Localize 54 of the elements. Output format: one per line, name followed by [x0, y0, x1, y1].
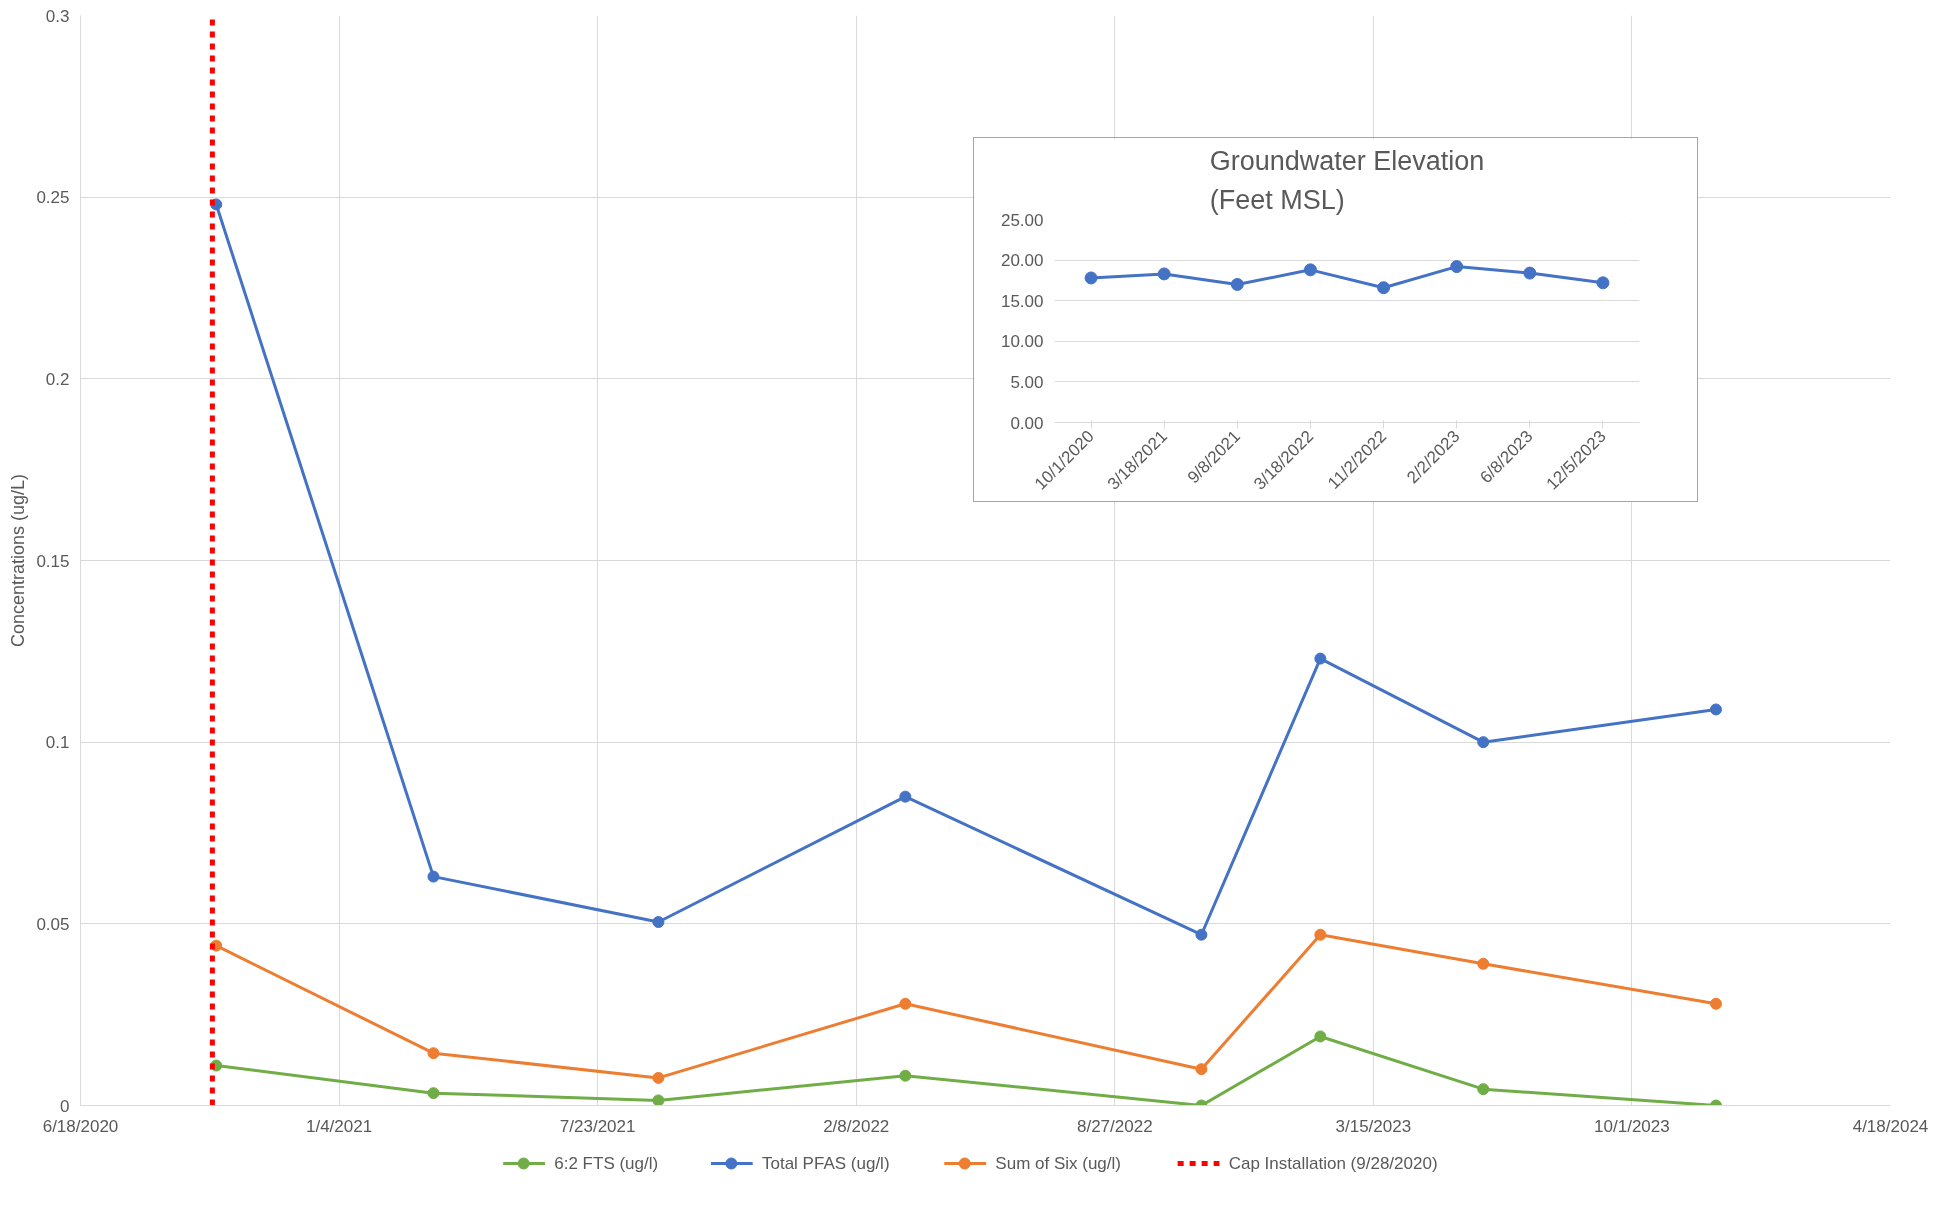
- point: [1157, 267, 1171, 281]
- point: [1314, 928, 1327, 941]
- y-tick-label: 0.15: [36, 551, 70, 571]
- point: [427, 1047, 440, 1060]
- point: [427, 1087, 440, 1100]
- point: [1477, 1083, 1490, 1096]
- x-tick-label: 2/8/2022: [823, 1116, 890, 1136]
- point: [1314, 1030, 1327, 1043]
- x-tick-label: 3/15/2023: [1335, 1116, 1412, 1136]
- y-tick-label: 0.3: [45, 6, 70, 26]
- legend-label: 6:2 FTS (ug/l): [554, 1154, 659, 1173]
- x-tick-label: 8/27/2022: [1076, 1116, 1153, 1136]
- legend-label: Total PFAS (ug/l): [761, 1154, 890, 1173]
- y-tick-label: 0.25: [36, 188, 70, 208]
- y-tick-label: 0.1: [45, 733, 70, 753]
- point: [1477, 736, 1490, 749]
- y-tick-label: 5.00: [1010, 372, 1044, 392]
- y-tick-label: 10.00: [1000, 332, 1044, 352]
- point: [899, 790, 912, 803]
- y-tick-label: 15.00: [1000, 291, 1044, 311]
- y-tick-label: 20.00: [1000, 251, 1044, 271]
- x-tick-label: 7/23/2021: [559, 1116, 636, 1136]
- point: [1303, 263, 1317, 277]
- point: [1709, 997, 1722, 1010]
- point: [1477, 957, 1490, 970]
- point: [1523, 266, 1537, 280]
- point: [1195, 928, 1208, 941]
- y-tick-label: 25.00: [1000, 210, 1044, 230]
- point: [899, 997, 912, 1010]
- y-tick-label: 0.00: [1010, 413, 1044, 433]
- point: [899, 1069, 912, 1082]
- point: [1084, 271, 1098, 285]
- point: [1709, 703, 1722, 716]
- point: [1195, 1063, 1208, 1076]
- x-tick-label: 6/18/2020: [42, 1116, 119, 1136]
- x-tick-label: 4/18/2024: [1852, 1116, 1929, 1136]
- x-tick-label: 1/4/2021: [305, 1116, 373, 1136]
- point: [1596, 276, 1610, 290]
- y-axis-title: Concentrations (ug/L): [8, 473, 29, 648]
- point: [1314, 652, 1327, 665]
- point: [1230, 277, 1244, 291]
- point: [652, 916, 665, 929]
- point: [1377, 281, 1391, 295]
- point: [652, 1094, 665, 1106]
- legend-label: Cap Installation (9/28/2020): [1228, 1154, 1438, 1173]
- chart-title: Groundwater Elevation (Feet MSL): [1209, 145, 1485, 215]
- legend-label: Sum of Six (ug/l): [995, 1154, 1121, 1173]
- x-tick-label: 10/1/2023: [1594, 1116, 1670, 1136]
- point: [652, 1071, 665, 1084]
- point: [427, 870, 440, 883]
- y-tick-label: 0: [60, 1096, 70, 1116]
- y-tick-label: 0.05: [36, 914, 70, 934]
- y-tick-label: 0.2: [45, 369, 70, 389]
- point: [1450, 260, 1464, 274]
